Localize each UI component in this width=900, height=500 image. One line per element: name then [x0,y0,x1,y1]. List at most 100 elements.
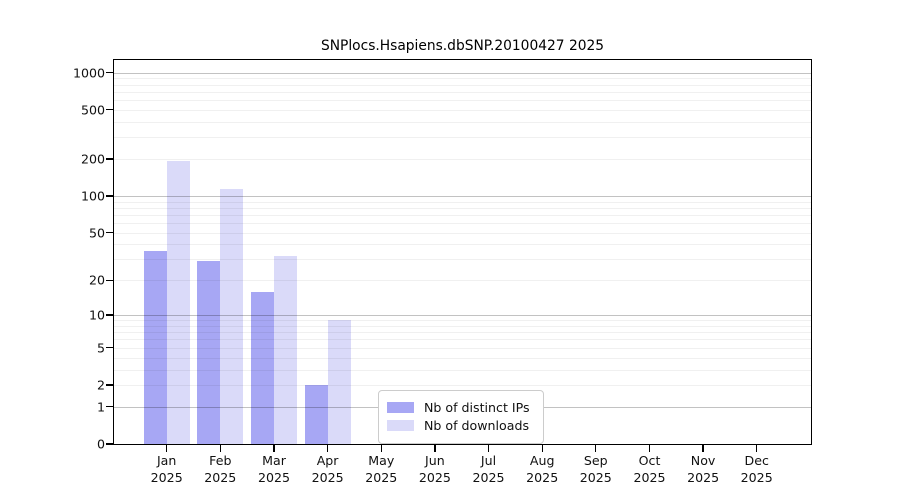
x-tick-mark [380,445,382,452]
x-tick-mark [541,445,543,452]
x-tick-mark [166,445,168,452]
y-tick-mark [106,406,113,408]
y-tick-label: 0 [96,436,105,452]
y-tick-mark [106,195,113,197]
x-tick-label: Dec 2025 [721,453,793,486]
bar-downloads [166,161,190,444]
y-tick-mark [106,347,113,349]
minor-gridline [114,244,811,246]
y-tick-label: 5 [96,340,105,356]
month-year: 2025 [204,469,237,485]
month-year: 2025 [526,469,559,485]
minor-gridline [114,84,811,86]
y-tick-label: 50 [88,225,105,241]
minor-gridline [114,223,811,224]
month-name: Apr [316,453,339,468]
month-name: Jun [425,453,445,468]
y-tick-label: 1 [96,399,105,415]
bar-distinct-ips [197,261,221,444]
x-tick-label: Nov 2025 [667,453,739,486]
minor-gridline [114,214,811,216]
month-year: 2025 [687,469,720,485]
minor-gridline [114,100,811,101]
minor-gridline [114,325,811,327]
x-tick-label: Jan 2025 [131,453,203,486]
minor-gridline [114,384,811,386]
y-tick-mark [106,71,113,74]
month-year: 2025 [472,469,505,485]
x-tick-label: Jun 2025 [399,453,471,486]
minor-gridline [114,347,811,349]
x-tick-mark [273,445,275,452]
x-tick-mark [487,445,490,452]
x-tick-mark [326,445,329,452]
minor-gridline [114,369,811,371]
minor-gridline [114,137,811,139]
x-tick-label: Mar 2025 [238,453,310,486]
x-tick-label: Feb 2025 [184,453,256,486]
month-name: Feb [209,453,232,468]
x-tick-label: Apr 2025 [292,453,364,486]
legend-label-downloads: Nb of downloads [424,418,530,433]
minor-gridline [114,158,811,160]
x-tick-mark [702,445,704,452]
bar-distinct-ips [143,251,167,444]
minor-gridline [114,78,811,80]
x-tick-label: Oct 2025 [614,453,686,486]
y-tick-mark [106,158,113,160]
month-name: Jul [480,453,497,468]
minor-gridline [114,259,811,261]
x-tick-mark [434,445,436,452]
minor-gridline [114,109,811,111]
major-gridline [114,72,811,74]
x-tick-mark [756,445,758,452]
x-tick-mark [219,445,221,452]
y-tick-mark [106,384,113,386]
y-tick-label: 1000 [72,65,105,81]
x-tick-label: May 2025 [345,453,417,486]
x-tick-label: Aug 2025 [506,453,578,486]
y-tick-mark [106,231,113,234]
y-tick-label: 100 [80,188,105,204]
month-name: Jan [156,453,177,468]
y-tick-mark [106,279,113,281]
legend-swatch-downloads [387,420,414,431]
minor-gridline [114,232,811,234]
major-gridline [114,315,811,317]
legend: Nb of distinct IPs Nb of downloads [378,390,544,444]
month-year: 2025 [257,469,291,485]
month-year: 2025 [740,469,773,485]
x-tick-label: Jul 2025 [453,453,525,486]
bar-downloads [220,188,244,444]
y-tick-mark [106,109,113,111]
month-year: 2025 [633,469,666,485]
month-name: Sep [583,453,608,468]
month-name: Dec [744,453,769,468]
minor-gridline [114,201,811,203]
month-year: 2025 [579,469,612,485]
bar-downloads [274,256,297,444]
y-tick-label: 500 [80,102,105,118]
minor-gridline [114,121,811,123]
legend-row: Nb of downloads [387,418,534,433]
chart-title: SNPlocs.Hsapiens.dbSNP.20100427 2025 [320,38,605,54]
month-name: Aug [529,453,555,468]
month-name: Nov [690,453,716,468]
minor-gridline [114,339,811,341]
legend-row: Nb of distinct IPs [387,400,534,415]
y-tick-label: 2 [96,377,105,393]
bar-distinct-ips [251,291,274,444]
legend-label-distinct-ips: Nb of distinct IPs [424,400,530,415]
x-tick-mark [595,445,597,452]
bar-downloads [327,320,351,444]
minor-gridline [114,357,811,359]
y-tick-mark [106,314,113,316]
minor-gridline [114,320,811,322]
x-tick-label: Sep 2025 [560,453,632,486]
month-name: Mar [262,453,286,468]
month-year: 2025 [418,469,451,485]
month-year: 2025 [150,469,183,485]
minor-gridline [114,207,811,209]
minor-gridline [114,280,811,282]
